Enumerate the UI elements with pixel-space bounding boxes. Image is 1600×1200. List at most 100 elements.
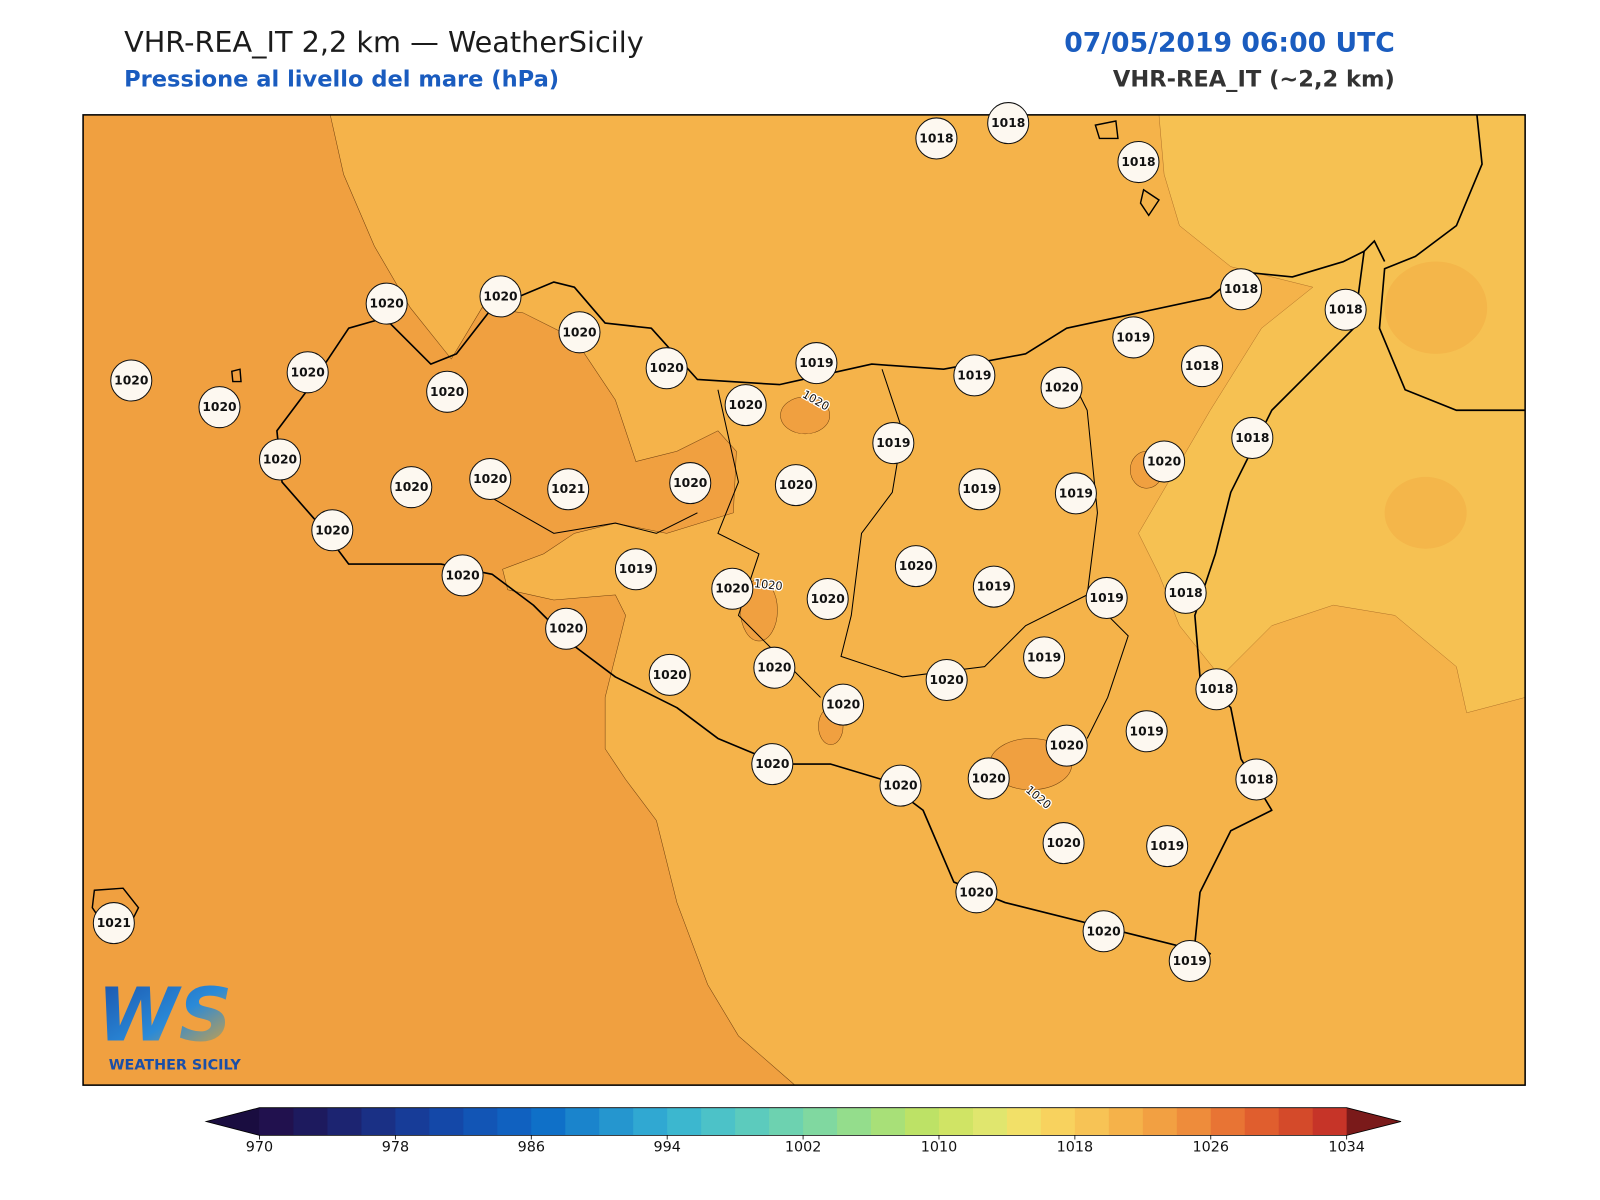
- station-value: 1020: [562, 325, 596, 339]
- subtitle: Pressione al livello del mare (hPa): [124, 67, 559, 93]
- colorbar-tick-label: 1010: [921, 1140, 958, 1156]
- colorbar-bin: [259, 1107, 294, 1136]
- station: 1020: [469, 457, 512, 500]
- station: 1020: [441, 554, 484, 597]
- station-value: 1018: [919, 131, 953, 145]
- station-marker: [1125, 710, 1168, 753]
- station-value: 1020: [370, 297, 404, 311]
- station: 1019: [1085, 576, 1128, 619]
- colorbar-bin: [701, 1107, 736, 1136]
- field-high: [780, 396, 830, 435]
- station-marker: [469, 457, 512, 500]
- station: 1020: [751, 743, 794, 786]
- station-value: 1020: [779, 478, 813, 492]
- station-marker: [198, 386, 241, 429]
- station: 1020: [479, 275, 522, 318]
- station: 1018: [1231, 416, 1274, 459]
- station-marker: [806, 577, 849, 620]
- station-layer: 1018 1018 1018 1020 1020 1020 1018 1018 1019 1020…: [92, 102, 1367, 983]
- station: 1018: [1164, 571, 1207, 614]
- station-marker: [987, 102, 1030, 145]
- field-patch: [1384, 476, 1467, 549]
- station: 1019: [614, 548, 657, 591]
- colorbar-bin: [803, 1107, 838, 1136]
- colorbar-bin: [972, 1107, 1008, 1136]
- station: 1018: [1235, 758, 1278, 801]
- station-value: 1021: [97, 916, 131, 930]
- colorbar-bin: [1210, 1107, 1246, 1136]
- station-marker: [441, 554, 484, 597]
- station-value: 1018: [991, 116, 1025, 130]
- colorbar-bin: [565, 1107, 600, 1136]
- colorbar-tick-label: 1026: [1193, 1140, 1230, 1156]
- station-marker: [1235, 758, 1278, 801]
- colorbar-bin: [1244, 1107, 1280, 1136]
- colorbar-bin: [871, 1107, 906, 1136]
- station-value: 1018: [1239, 772, 1273, 786]
- colorbar-tick-label: 1034: [1328, 1140, 1365, 1156]
- station-value: 1019: [962, 482, 996, 496]
- station: 1020: [426, 370, 469, 413]
- station-marker: [1231, 416, 1274, 459]
- station-marker: [795, 342, 838, 385]
- map-frame: [82, 114, 1526, 1086]
- colorbar-bin: [735, 1107, 770, 1136]
- station-value: 1018: [1235, 431, 1269, 445]
- station-value: 1020: [114, 374, 148, 388]
- colorbar-bin: [429, 1107, 464, 1136]
- station: 1019: [1146, 825, 1189, 868]
- station: 1020: [258, 438, 302, 481]
- station-marker: [365, 282, 408, 325]
- station-marker: [669, 462, 712, 505]
- station: 1020: [724, 384, 767, 427]
- station: 1018: [1181, 345, 1224, 388]
- station-value: 1019: [1090, 591, 1124, 605]
- colorbar-bin: [837, 1107, 872, 1136]
- station-marker: [1082, 910, 1125, 953]
- station: 1020: [711, 567, 754, 610]
- station-marker: [925, 658, 968, 702]
- field-patch: [1384, 261, 1488, 354]
- title: VHR-REA_IT 2,2 km — WeatherSicily: [124, 25, 644, 59]
- station-marker: [724, 384, 767, 427]
- station: 1018: [1195, 668, 1238, 711]
- station: 1019: [953, 354, 996, 397]
- colorbar-bin: [361, 1107, 396, 1136]
- station: 1019: [1023, 636, 1066, 679]
- colorbar-bin: [633, 1107, 668, 1136]
- station: 1020: [879, 764, 922, 807]
- station-value: 1020: [549, 622, 583, 636]
- station-value: 1018: [1224, 282, 1258, 296]
- station-value: 1020: [430, 385, 464, 399]
- station-value: 1020: [1086, 924, 1120, 938]
- colorbar-bin: [395, 1107, 430, 1136]
- colorbar-bin: [599, 1107, 634, 1136]
- station-value: 1019: [1173, 954, 1207, 968]
- station: 1020: [822, 683, 865, 726]
- station-marker: [1085, 576, 1128, 619]
- colorbar-over: [1346, 1107, 1402, 1136]
- station-marker: [1023, 636, 1066, 679]
- station-value: 1018: [1121, 155, 1155, 169]
- station-marker: [753, 646, 796, 689]
- station-value: 1020: [1147, 455, 1181, 469]
- station: 1019: [1112, 316, 1155, 359]
- station-marker: [1042, 822, 1085, 865]
- station-marker: [547, 468, 590, 511]
- station-value: 1020: [291, 365, 325, 379]
- colorbar-bin: [1006, 1107, 1042, 1136]
- station-value: 1019: [619, 562, 653, 576]
- colorbar-bin: [1142, 1107, 1178, 1136]
- station: 1020: [925, 658, 968, 702]
- station-marker: [1117, 141, 1160, 184]
- station-marker: [1112, 316, 1155, 359]
- station-marker: [1146, 825, 1189, 868]
- station: 1019: [1054, 472, 1097, 515]
- station-marker: [953, 354, 996, 397]
- station: 1020: [648, 653, 691, 696]
- station-marker: [426, 370, 469, 413]
- station-marker: [1181, 345, 1224, 388]
- province-border: [481, 369, 1129, 739]
- station-marker: [1195, 668, 1238, 711]
- station-marker: [822, 683, 865, 726]
